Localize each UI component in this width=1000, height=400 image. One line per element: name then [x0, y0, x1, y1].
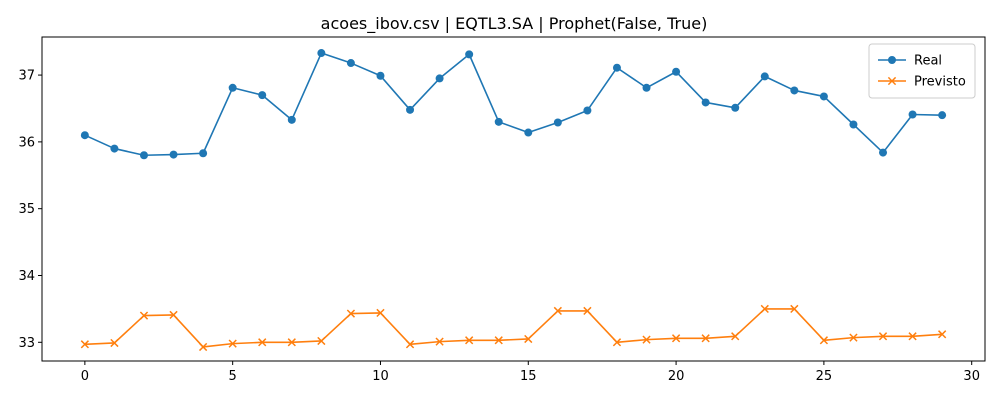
legend-marker	[887, 76, 897, 86]
data-point	[494, 336, 503, 345]
series-line	[84, 308, 943, 348]
data-point	[908, 110, 917, 119]
data-point	[878, 332, 888, 341]
data-point	[465, 336, 474, 345]
y-tick-label: 35	[18, 202, 35, 217]
legend: Real Previsto	[868, 43, 976, 99]
data-point	[701, 334, 710, 343]
x-tick-label: 30	[963, 369, 980, 384]
data-point	[760, 304, 769, 314]
data-point	[346, 59, 355, 68]
legend-item-previsto: Previsto	[878, 75, 966, 90]
plot-frame	[41, 36, 986, 362]
data-point	[849, 333, 858, 342]
x-axis: 0 5 10 15 20 25 30	[81, 361, 980, 384]
x-tick-label: 10	[372, 369, 389, 384]
data-point	[406, 105, 415, 114]
data-point	[849, 120, 858, 129]
legend-label: Real	[914, 54, 942, 69]
x-tick-label: 0	[81, 369, 89, 384]
data-point	[938, 111, 947, 120]
chart-title: acoes_ibov.csv | EQTL3.SA | Prophet(Fals…	[321, 14, 708, 34]
data-point	[139, 151, 148, 160]
series-line	[84, 52, 943, 157]
data-point	[317, 336, 326, 346]
data-point	[139, 311, 149, 320]
data-point	[228, 83, 237, 92]
data-point	[908, 332, 917, 341]
data-point	[287, 338, 296, 347]
series-layer	[80, 49, 947, 352]
plot-area	[41, 36, 986, 362]
data-point	[612, 338, 622, 347]
data-point	[435, 337, 444, 346]
series-real	[80, 49, 947, 160]
data-point	[346, 309, 356, 318]
legend-box	[868, 43, 976, 99]
data-point	[672, 67, 681, 76]
data-point	[731, 103, 740, 112]
data-point	[80, 131, 89, 140]
data-point	[819, 336, 829, 345]
y-tick-label: 34	[18, 269, 35, 284]
data-point	[199, 149, 208, 158]
data-point	[376, 308, 385, 318]
x-tick-label: 15	[520, 369, 537, 384]
data-point	[376, 71, 385, 80]
data-point	[258, 91, 267, 100]
data-point	[583, 306, 592, 316]
data-point	[671, 334, 681, 343]
data-point	[494, 117, 503, 126]
legend-label: Previsto	[914, 75, 966, 90]
data-point	[198, 342, 208, 352]
data-point	[287, 115, 296, 124]
data-point	[258, 338, 267, 347]
data-point	[80, 340, 89, 349]
data-point	[583, 106, 592, 115]
data-point	[612, 63, 621, 72]
data-point	[169, 310, 178, 320]
data-point	[701, 98, 710, 107]
x-tick-label: 20	[668, 369, 685, 384]
data-point	[110, 144, 119, 153]
data-point	[553, 118, 562, 127]
data-point	[731, 332, 740, 341]
x-tick-label: 25	[816, 369, 833, 384]
y-tick-label: 37	[18, 69, 35, 84]
data-point	[790, 304, 799, 314]
y-tick-label: 36	[18, 135, 35, 150]
legend-item-real: Real	[878, 54, 942, 69]
data-point	[524, 128, 533, 137]
data-point	[819, 92, 828, 101]
y-tick-label: 33	[18, 336, 35, 351]
data-point	[110, 338, 119, 348]
data-point	[524, 334, 533, 344]
data-point	[553, 306, 562, 316]
data-point	[760, 72, 769, 81]
data-point	[642, 83, 651, 92]
y-axis: 33 34 35 36 37	[18, 69, 42, 351]
x-tick-label: 5	[229, 369, 237, 384]
data-point	[879, 148, 888, 157]
data-point	[938, 330, 947, 339]
data-point	[435, 74, 444, 83]
data-point	[405, 340, 415, 349]
legend-marker	[888, 56, 896, 64]
data-point	[465, 50, 474, 59]
data-point	[317, 49, 326, 58]
data-point	[790, 86, 799, 95]
series-previsto	[80, 304, 947, 352]
data-point	[228, 339, 237, 348]
data-point	[642, 335, 651, 344]
data-point	[169, 150, 178, 159]
